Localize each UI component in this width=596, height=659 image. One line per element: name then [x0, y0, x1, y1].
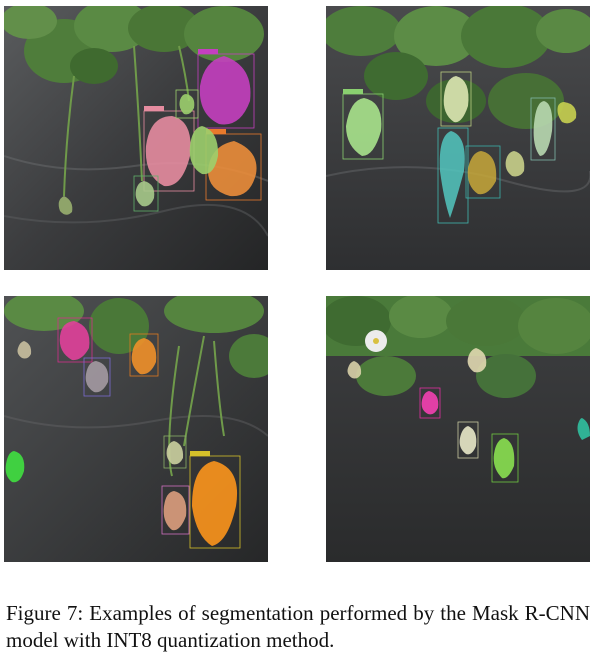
strawberry-mask: [189, 126, 219, 175]
strawberry-mask: [457, 421, 479, 459]
strawberry-mask: [577, 418, 590, 440]
strawberry-mask: [129, 333, 159, 377]
panel-bottom-left: [4, 296, 268, 562]
panel-top-left: [4, 6, 268, 270]
strawberry-mask: [175, 89, 199, 119]
leaves-cluster: [326, 296, 590, 398]
strawberry-mask: [83, 357, 111, 397]
strawberry-mask: [342, 89, 384, 160]
strawberry-mask: [161, 485, 190, 535]
strawberry-mask: [189, 451, 241, 549]
figure-caption-text: Examples of segmentation performed by th…: [6, 601, 591, 652]
strawberry-mask: [347, 361, 362, 379]
leaves-cluster: [4, 296, 268, 378]
strawberry-mask: [58, 196, 73, 215]
strawberry-mask: [465, 145, 501, 199]
strawberry-mask: [491, 433, 519, 483]
segmentation-image-1: [4, 6, 268, 270]
strawberry-mask: [505, 151, 525, 177]
strawberry-mask: [467, 348, 487, 373]
panel-top-right: [326, 6, 590, 270]
strawberry-mask: [57, 317, 93, 363]
strawberry-mask: [5, 451, 25, 483]
figure-label: Figure 7:: [6, 601, 84, 625]
strawberry-mask: [133, 175, 159, 212]
segmentation-image-3: [4, 296, 268, 562]
leaves-cluster: [4, 6, 264, 84]
figure-caption: Figure 7: Examples of segmentation perfo…: [6, 600, 590, 654]
panel-bottom-right: [326, 296, 590, 562]
segmentation-image-4: [326, 296, 590, 562]
strawberry-mask: [163, 435, 187, 469]
strawberry-mask: [419, 387, 441, 419]
strawberry-mask: [440, 71, 472, 127]
segmentation-image-2: [326, 6, 590, 270]
strawberry-mask: [530, 97, 556, 161]
strawberry-mask: [557, 102, 577, 124]
strawberry-mask: [17, 341, 32, 359]
